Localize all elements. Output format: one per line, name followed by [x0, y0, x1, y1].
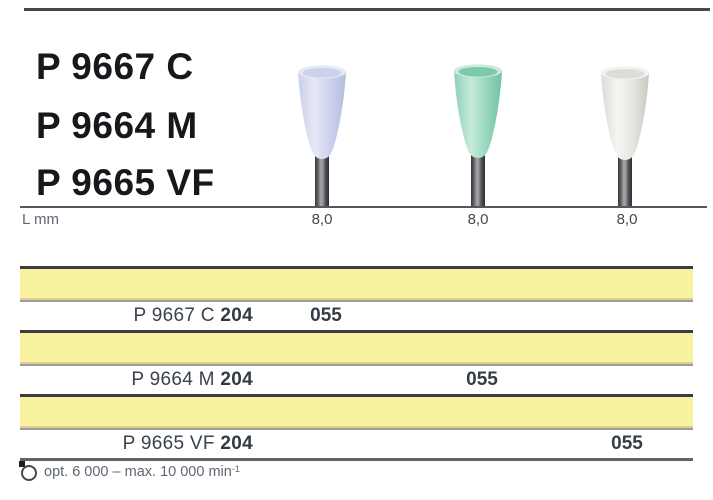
- speed-icon-circle: [21, 465, 37, 481]
- top-divider: [24, 8, 710, 11]
- band-bottom-rule: [20, 364, 693, 366]
- table-row: P 9665 VF 204 055: [20, 430, 693, 458]
- shank-code: 204: [220, 433, 253, 454]
- polisher-image-p9664m: [454, 64, 502, 206]
- figure-cell: P 9664 M 204: [20, 366, 253, 394]
- figure-cell: P 9667 C 204: [20, 302, 253, 330]
- length-value-2: 8,0: [467, 211, 489, 228]
- product-title-p9665vf: P 9665 VF: [36, 162, 215, 203]
- figure-number: P 9664 M: [131, 369, 215, 390]
- iso-size: 055: [611, 433, 643, 454]
- shank-code: 204: [220, 305, 253, 326]
- product-title-p9667c: P 9667 C: [36, 46, 194, 87]
- band-bottom-rule: [20, 300, 693, 302]
- polisher-cup: [454, 64, 502, 158]
- band-top-border: [20, 330, 693, 333]
- dimension-divider: [20, 206, 707, 208]
- table-group-3: P 9665 VF 204 055: [20, 394, 693, 458]
- polisher-cup: [298, 65, 346, 159]
- dimension-label: L mm: [22, 211, 59, 228]
- iso-size: 055: [310, 305, 342, 326]
- speed-recommendation: opt. 6 000 – max. 10 000 min-1: [44, 464, 240, 480]
- table-row: P 9664 M 204 055: [20, 366, 693, 394]
- figure-cell: P 9665 VF 204: [20, 430, 253, 458]
- speed-superscript: -1: [231, 464, 240, 474]
- polisher-shank: [315, 154, 329, 207]
- shank-code: 204: [220, 369, 253, 390]
- length-value-3: 8,0: [616, 211, 638, 228]
- band-bottom-rule: [20, 428, 693, 430]
- table-group-2: P 9664 M 204 055: [20, 330, 693, 394]
- table-row: P 9667 C 204 055: [20, 302, 693, 330]
- speed-icon-square: [19, 461, 25, 467]
- figure-number: P 9667 C: [133, 305, 215, 326]
- polisher-image-p9665vf: [601, 66, 649, 208]
- product-table: P 9667 C 204 055 P 9664 M 204 055: [20, 266, 693, 461]
- speed-text: opt. 6 000 – max. 10 000 min: [44, 464, 232, 480]
- yellow-band: [20, 397, 693, 428]
- table-bottom-border: [20, 458, 693, 461]
- length-value-1: 8,0: [311, 211, 333, 228]
- polisher-cup: [601, 66, 649, 160]
- polisher-shank: [471, 153, 485, 206]
- product-title-p9664m: P 9664 M: [36, 105, 198, 146]
- band-top-border: [20, 266, 693, 269]
- polisher-image-p9667c: [298, 65, 346, 207]
- band-top-border: [20, 394, 693, 397]
- yellow-band: [20, 269, 693, 300]
- rotation-speed-icon: [18, 461, 40, 483]
- iso-size: 055: [466, 369, 498, 390]
- polisher-shank: [618, 155, 632, 208]
- table-group-1: P 9667 C 204 055: [20, 266, 693, 330]
- figure-number: P 9665 VF: [122, 433, 215, 454]
- yellow-band: [20, 333, 693, 364]
